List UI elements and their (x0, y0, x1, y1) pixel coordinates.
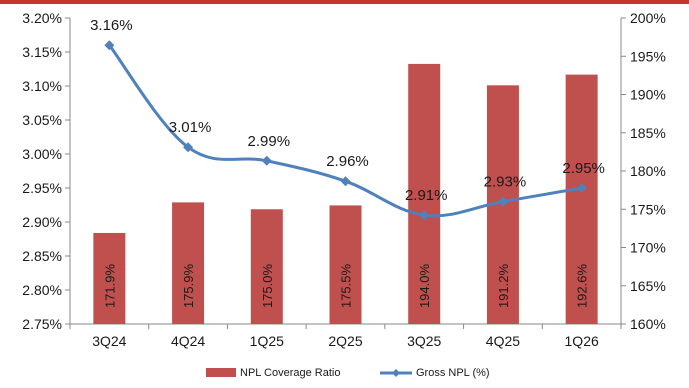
legend-marker-gross-npl (392, 369, 400, 377)
right-tick-label: 185% (630, 125, 666, 141)
left-tick-label: 3.05% (22, 112, 62, 128)
gross-npl-point (497, 196, 508, 207)
right-tick-label: 195% (630, 48, 666, 64)
line-data-label: 3.16% (90, 17, 133, 34)
right-tick-label: 165% (630, 278, 666, 294)
x-tick-label: 3Q24 (92, 333, 126, 349)
x-tick-label: 1Q26 (565, 333, 599, 349)
left-tick-label: 2.90% (22, 214, 62, 230)
left-tick-label: 2.75% (22, 316, 62, 332)
left-tick-label: 2.80% (22, 282, 62, 298)
gross-npl-point (340, 176, 351, 187)
line-layer (104, 40, 587, 221)
right-tick-label: 175% (630, 201, 666, 217)
bar-data-label: 192.6% (575, 264, 590, 309)
left-tick-label: 3.15% (22, 44, 62, 60)
axes-layer: 2.75% 2.80% 2.85% 2.90% 2.95% 3.00% 3.05% 3.10%… (22, 10, 666, 349)
x-tick-label: 4Q24 (171, 333, 205, 349)
legend-label-gross-npl: Gross NPL (%) (416, 367, 490, 379)
line-data-label: 2.95% (562, 160, 605, 177)
x-tick-label: 2Q25 (328, 333, 362, 349)
line-data-label: 2.99% (248, 133, 291, 150)
x-tick-label: 4Q25 (486, 333, 520, 349)
right-tick-label: 170% (630, 240, 666, 256)
left-tick-label: 2.85% (22, 248, 62, 264)
left-tick-label: 3.20% (22, 10, 62, 26)
x-tick-label: 1Q25 (250, 333, 284, 349)
left-tick-label: 3.00% (22, 146, 62, 162)
legend-swatch-npl-coverage (206, 368, 236, 377)
bar-data-label: 175.5% (339, 264, 354, 309)
line-data-label: 2.91% (405, 187, 448, 204)
right-tick-label: 200% (630, 10, 666, 26)
bar-npl-coverage (408, 63, 441, 325)
bar-npl-coverage (93, 232, 126, 324)
gross-npl-point (183, 142, 194, 153)
right-tick-label: 160% (630, 316, 666, 332)
bar-data-label: 171.9% (102, 264, 117, 309)
bar-data-label: 175.0% (260, 264, 275, 309)
gross-npl-point (419, 210, 430, 221)
legend-layer: NPL Coverage Ratio Gross NPL (%) (206, 367, 490, 379)
line-data-label: 3.01% (169, 119, 212, 136)
labels-layer: 171.9% 175.9% 175.0% 175.5% 194.0% 191.2% 192.… (90, 17, 605, 308)
bar-npl-coverage (565, 74, 598, 324)
line-data-label: 2.93% (484, 174, 527, 191)
gross-npl-point (261, 155, 272, 166)
bar-data-label: 194.0% (417, 264, 432, 309)
left-tick-label: 3.10% (22, 78, 62, 94)
bar-data-label: 191.2% (496, 264, 511, 309)
bar-npl-coverage (329, 205, 362, 324)
gross-npl-point (104, 40, 115, 51)
right-tick-label: 180% (630, 163, 666, 179)
x-tick-label: 3Q25 (407, 333, 441, 349)
legend-label-npl-coverage: NPL Coverage Ratio (240, 367, 340, 379)
line-data-label: 2.96% (326, 153, 369, 170)
left-tick-label: 2.95% (22, 180, 62, 196)
top-accent-bar (0, 0, 689, 4)
gross-npl-point (576, 183, 587, 193)
right-tick-label: 190% (630, 87, 666, 103)
bar-npl-coverage (172, 202, 205, 324)
bar-npl-coverage (250, 209, 283, 324)
bar-data-label: 175.9% (181, 264, 196, 309)
